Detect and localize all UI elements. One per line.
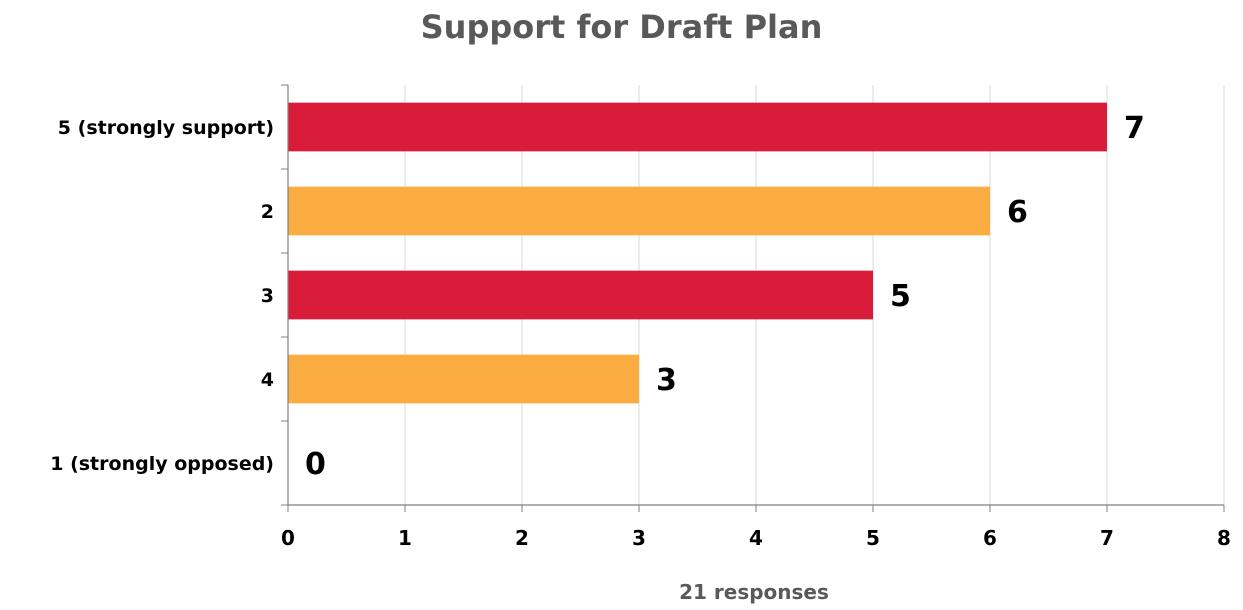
data-label: 3 [656,363,677,398]
data-label: 5 [890,279,911,314]
category-label: 2 [261,201,274,223]
axes [281,84,1225,512]
bar [288,102,1107,152]
labels: 0 1 2 3 4 5 6 7 8 5 (strongly support) 7 2 6 3 5 4 3 1 (s… [50,111,1231,550]
x-tick-label: 4 [749,526,763,550]
category-label: 5 (strongly support) [58,117,274,139]
category-label: 1 (strongly opposed) [50,453,274,475]
data-label: 6 [1007,195,1028,230]
x-tick-label: 7 [1100,526,1114,550]
category-label: 3 [261,285,274,307]
x-tick-label: 5 [866,526,880,550]
x-tick-label: 8 [1217,526,1231,550]
x-tick-label: 1 [398,526,412,550]
x-tick-label: 0 [281,526,295,550]
x-tick-label: 3 [632,526,646,550]
x-axis-title: 21 responses [679,580,829,604]
x-tick-label: 6 [983,526,997,550]
bar [288,354,639,404]
bar [288,186,990,236]
data-label: 7 [1124,111,1145,146]
bars [288,102,1107,404]
chart-title: Support for Draft Plan [420,8,823,46]
x-tick-label: 2 [515,526,529,550]
bar [288,270,873,320]
data-label: 0 [305,447,326,482]
category-label: 4 [261,369,274,391]
